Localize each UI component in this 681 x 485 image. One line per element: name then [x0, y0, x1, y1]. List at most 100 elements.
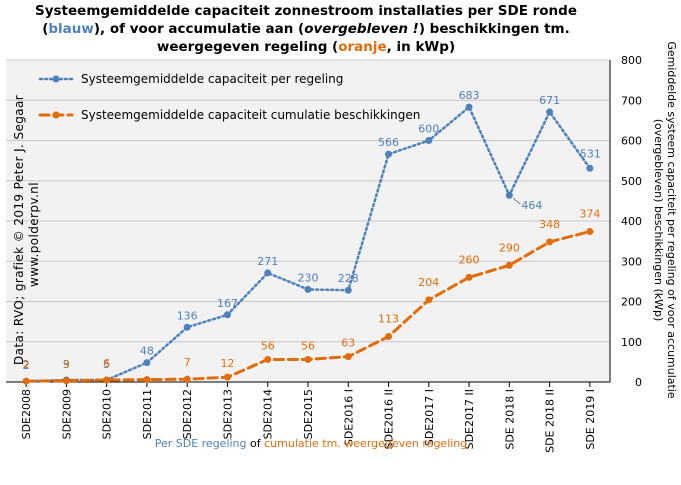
- legend-marker-1: [52, 111, 60, 119]
- data-label-blue: 531: [580, 147, 601, 160]
- data-label-orange: 12: [220, 357, 234, 370]
- y-axis-label: Gemiddelde systeem capaciteit per regeli…: [652, 41, 678, 399]
- legend-label-1: Systeemgemiddelde capaciteit cumulatie b…: [81, 108, 420, 122]
- data-point: [546, 108, 554, 116]
- legend-marker-0: [52, 75, 60, 83]
- data-point: [465, 273, 473, 281]
- data-label-orange: 260: [459, 253, 480, 266]
- data-point: [183, 375, 191, 383]
- credit-text: Data: RVO; grafiek © 2019 Peter J. Segaa…: [12, 95, 42, 365]
- data-point: [586, 227, 594, 235]
- title-blue-word: blauw: [48, 21, 94, 37]
- data-point: [465, 103, 473, 111]
- title-line2-mid: ), of voor accumulatie aan (: [93, 21, 305, 37]
- legend: Systeemgemiddelde capaciteit per regelin…: [38, 72, 420, 122]
- title-line1: Systeemgemiddelde capaciteit zonnestroom…: [35, 3, 577, 19]
- data-label-blue: 600: [418, 123, 439, 136]
- data-label-orange: 3: [63, 358, 70, 371]
- data-point: [143, 359, 151, 367]
- y-tick-label: 100: [621, 336, 642, 349]
- y-axis-label-line1: Gemiddelde systeem capaciteit per regeli…: [665, 41, 678, 399]
- data-label-blue: 9: [63, 358, 70, 371]
- data-label-orange: 56: [301, 339, 315, 352]
- data-label-blue: 136: [177, 309, 198, 322]
- data-label-blue: 671: [539, 94, 560, 107]
- data-label-blue: 230: [298, 271, 319, 284]
- data-label-blue: 566: [378, 136, 399, 149]
- y-tick-label: 0: [635, 376, 642, 389]
- data-point: [505, 261, 513, 269]
- x-tick-label: SDE2015: [302, 389, 315, 439]
- x-tick-label: SDE2011: [141, 389, 154, 439]
- data-point: [505, 191, 513, 199]
- bottom-note-part1: Per SDE regeling: [154, 437, 247, 450]
- data-point: [143, 376, 151, 384]
- y-axis-label-line2: (overgebleven) beschikkingen (kWp): [652, 119, 665, 322]
- data-point: [103, 376, 111, 384]
- title-orange-word: oranje: [338, 39, 387, 55]
- data-point: [385, 333, 393, 341]
- bottom-note: Per SDE regeling of cumulatie tm. weerge…: [0, 437, 622, 450]
- y-tick-label: 300: [621, 255, 642, 268]
- x-tick-label: SDE2016 II: [383, 389, 396, 449]
- x-tick-label: SDE2017 II: [463, 389, 476, 449]
- data-point: [304, 355, 312, 363]
- legend-label-0: Systeemgemiddelde capaciteit per regelin…: [81, 72, 343, 86]
- data-point: [22, 377, 30, 385]
- title-italic: overgebleven !: [304, 21, 419, 37]
- title-line3-post: , in kWp): [386, 39, 456, 55]
- data-label-orange: 7: [184, 356, 191, 369]
- y-tick-label: 400: [621, 215, 642, 228]
- title-line2-post: ) beschikkingen tm.: [418, 21, 570, 37]
- data-point: [264, 355, 272, 363]
- data-point: [62, 377, 70, 385]
- y-tick-label: 600: [621, 135, 642, 148]
- data-label-orange: 63: [341, 337, 355, 350]
- data-label-blue: 464: [521, 199, 542, 212]
- data-point: [264, 269, 272, 277]
- data-point: [304, 285, 312, 293]
- data-label-orange: 348: [539, 218, 560, 231]
- x-tick-label: SDE2010: [101, 389, 114, 439]
- y-tick-label: 800: [621, 54, 642, 67]
- y-axis: 0 100 200 300 400 500 600 700 800: [609, 54, 642, 389]
- data-label-blue: 2: [23, 359, 30, 372]
- data-point: [425, 296, 433, 304]
- x-tick-label: SDE 2019 I: [584, 389, 597, 450]
- data-point: [223, 373, 231, 381]
- x-tick-label: SDE2013: [221, 389, 234, 439]
- data-point: [344, 286, 352, 294]
- chart-title: Systeemgemiddelde capaciteit zonnestroom…: [0, 2, 612, 56]
- data-label-orange: 374: [579, 207, 600, 220]
- data-label-orange: 56: [261, 339, 275, 352]
- x-tick-label: SDE2016 I: [342, 389, 355, 446]
- x-tick-label: SDE 2018 II: [544, 389, 557, 453]
- data-label-orange: 113: [378, 313, 399, 326]
- x-axis: SDE2008 SDE2009 SDE2010 SDE2011 SDE2012 SDE20…: [6, 381, 610, 453]
- bottom-note-part3: cumulatie tm. weergegeven regeling: [264, 437, 468, 450]
- y-tick-label: 700: [621, 94, 642, 107]
- x-tick-label: SDE 2018 I: [503, 389, 516, 450]
- data-point: [385, 150, 393, 158]
- data-label-blue: 271: [257, 255, 278, 268]
- data-label-leader: [513, 197, 521, 205]
- y-tick-label: 500: [621, 175, 642, 188]
- y-tick-label: 200: [621, 296, 642, 309]
- data-label-blue: 683: [459, 89, 480, 102]
- x-tick-label: SDE2009: [60, 389, 73, 439]
- data-label-blue: 228: [338, 272, 359, 285]
- x-tick-label: SDE2014: [262, 389, 275, 439]
- data-point: [586, 164, 594, 172]
- data-label-blue: 48: [140, 345, 154, 358]
- data-point: [344, 353, 352, 361]
- x-tick-label: SDE2017 I: [423, 389, 436, 446]
- data-label-blue: 167: [217, 297, 238, 310]
- data-point: [183, 323, 191, 331]
- data-label-orange: 6: [103, 357, 110, 370]
- data-label-orange: 204: [418, 276, 439, 289]
- data-label-orange: 2: [23, 358, 30, 371]
- x-tick-label: SDE2008: [20, 389, 33, 439]
- data-point: [546, 238, 554, 246]
- title-line2-pre: (: [42, 21, 49, 37]
